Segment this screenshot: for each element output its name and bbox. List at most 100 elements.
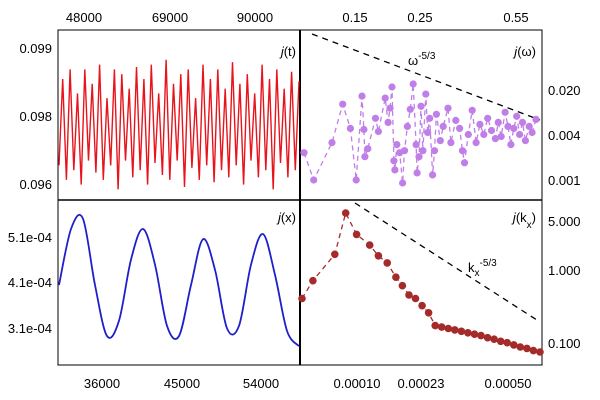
bottom-right-point [352, 230, 361, 239]
bottom-right-point [457, 327, 466, 336]
top-right-point [436, 137, 444, 145]
top-right-point [388, 83, 396, 91]
top-right-point [532, 115, 540, 123]
top-left-y-tick-2: 0.096 [19, 177, 52, 192]
top-right-point [384, 118, 392, 126]
top-right-y-tick-1: 0.004 [548, 128, 581, 143]
bottom-right-point [405, 291, 413, 299]
top-right-point [426, 114, 434, 122]
bottom-right-slope-label: kx-5/3 [468, 258, 497, 279]
top-right-point [358, 92, 366, 100]
top-right-point [528, 128, 536, 137]
bottom-left-y-tick-0: 5.1e-04 [8, 230, 52, 245]
bottom-right-point [431, 321, 440, 330]
bottom-right-point [392, 273, 400, 282]
top-right-point [452, 116, 460, 124]
top-right-slope-line [311, 33, 541, 121]
bottom-right-point [529, 346, 538, 355]
bottom-right-point [510, 341, 518, 349]
bottom-right-point [331, 250, 339, 259]
top-right-point [472, 139, 480, 147]
bottom-right-point [424, 309, 433, 317]
top-right-point [424, 128, 432, 137]
bottom-right-point [398, 281, 407, 290]
bottom-right-point [365, 241, 374, 249]
top-right-point [458, 147, 467, 155]
top-left-top-tick-0: 48000 [66, 10, 102, 25]
bottom-right-y-tick-1: 1.000 [548, 263, 581, 278]
top-right-point [371, 114, 380, 122]
top-right-point [504, 122, 512, 130]
top-right-point [444, 104, 452, 112]
top-right-point [409, 80, 417, 88]
top-right-point [346, 124, 354, 132]
top-right-point [391, 166, 399, 174]
top-right-point [480, 130, 488, 139]
top-right-point [352, 176, 360, 184]
top-left-series-line [58, 59, 300, 190]
bottom-right-point [411, 294, 420, 303]
top-right-point [497, 132, 505, 141]
top-right-point [381, 94, 389, 102]
top-right-point [521, 137, 530, 145]
top-right-point [516, 130, 524, 139]
top-right-y-tick-2: 0.001 [548, 173, 581, 188]
top-right-point [507, 141, 515, 149]
bottom-right-point [523, 344, 531, 353]
bottom-right-point [341, 209, 350, 217]
bottom-left-series-line [58, 214, 300, 347]
bottom-right-slope-line [354, 202, 541, 323]
top-right-point [415, 153, 423, 161]
top-right-point [300, 149, 308, 157]
bottom-right-point [451, 326, 459, 334]
top-right-point [510, 124, 518, 132]
top-right-point [439, 122, 447, 130]
top-right-label: j(ω) [512, 44, 536, 59]
top-right-point [518, 118, 527, 126]
top-right-point [374, 127, 382, 136]
top-right-point [525, 122, 533, 130]
top-right-point [476, 120, 484, 128]
top-left-top-tick-1: 69000 [152, 10, 188, 25]
bottom-right-x-tick-2: 0.00050 [485, 376, 532, 391]
bottom-left-x-tick-1: 45000 [164, 376, 200, 391]
top-right-point [494, 118, 502, 126]
top-right-point [412, 141, 420, 149]
top-right-point [364, 145, 372, 153]
top-right-point [413, 169, 421, 177]
top-right-point [513, 112, 521, 120]
bottom-right-point [437, 323, 446, 331]
top-right-point [468, 106, 476, 114]
bottom-right-y-tick-2: 0.100 [548, 336, 581, 351]
top-right-point [403, 122, 411, 130]
top-right-point [393, 141, 401, 149]
top-right-point [360, 125, 368, 134]
bottom-right-label: j(kx) [511, 210, 536, 231]
bottom-right-point [483, 333, 492, 342]
top-right-point [464, 130, 472, 139]
bottom-right-point [470, 330, 479, 339]
top-right-top-tick-1: 0.25 [407, 10, 432, 25]
bottom-right-point [298, 294, 306, 303]
bottom-right-series-line [301, 211, 541, 353]
bottom-right-point [477, 331, 485, 340]
top-right-point [339, 100, 347, 108]
top-right-point [422, 90, 430, 98]
top-right-point [432, 110, 440, 118]
bottom-right-x-tick-0: 0.00010 [334, 376, 381, 391]
top-right-point [386, 104, 394, 112]
top-left-y-tick-0: 0.099 [19, 41, 52, 56]
top-right-top-tick-2: 0.55 [503, 10, 528, 25]
top-right-point [390, 157, 398, 165]
bottom-left-y-tick-2: 3.1e-04 [8, 321, 52, 336]
bottom-right-point [418, 301, 426, 310]
bottom-right-point [444, 324, 453, 333]
top-left-label: j(t) [279, 44, 296, 59]
top-right-point [328, 139, 336, 147]
bottom-right-point [464, 329, 472, 337]
top-right-point [417, 102, 425, 110]
top-left-top-tick-2: 90000 [237, 10, 273, 25]
bottom-right-point [536, 348, 544, 356]
top-right-point [484, 114, 492, 122]
top-right-y-tick-0: 0.020 [548, 83, 581, 98]
